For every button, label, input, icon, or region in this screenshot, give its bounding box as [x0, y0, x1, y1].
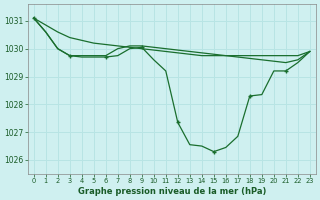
- X-axis label: Graphe pression niveau de la mer (hPa): Graphe pression niveau de la mer (hPa): [77, 187, 266, 196]
